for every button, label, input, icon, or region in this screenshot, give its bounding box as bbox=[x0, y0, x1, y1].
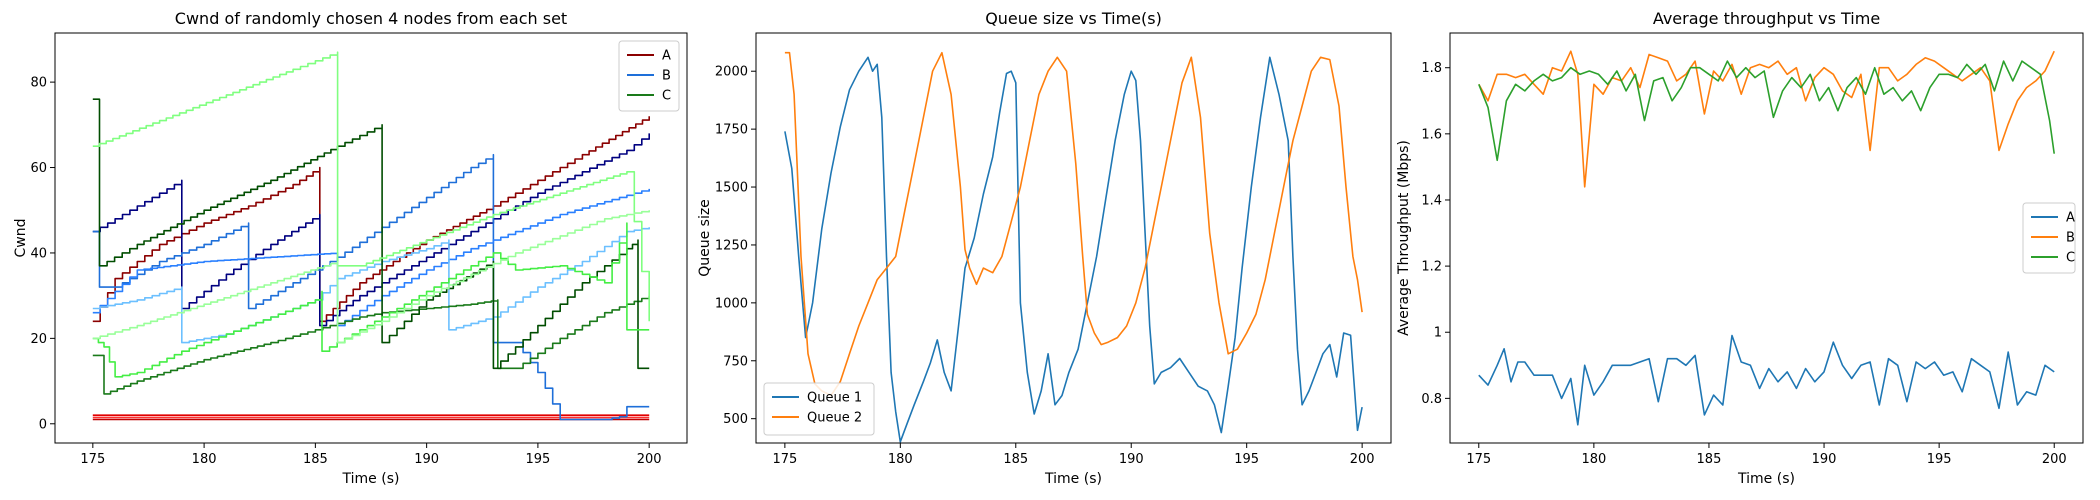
x-tick-label: 200 bbox=[637, 452, 662, 467]
legend-label: C bbox=[2066, 251, 2075, 266]
chart-title: Average throughput vs Time bbox=[1653, 9, 1880, 28]
legend: ABC bbox=[618, 40, 680, 112]
x-axis-label: Time (s) bbox=[1044, 471, 1102, 487]
x-tick-label: 195 bbox=[525, 452, 550, 467]
y-tick-label: 500 bbox=[723, 412, 748, 427]
series-line-c-11 bbox=[92, 51, 650, 322]
chart-panel-3: 175 180 185 190 195 200 0.8 1 1.2 1.4 1.6 1.8 Averag… bbox=[1396, 9, 2084, 487]
x-axis-label: Time (s) bbox=[1737, 471, 1795, 487]
series-line-b-5 bbox=[92, 133, 650, 327]
series-line-c-9 bbox=[92, 295, 650, 395]
series-line-queue-2 bbox=[784, 51, 1363, 397]
y-tick-label: 1250 bbox=[715, 238, 748, 253]
y-axis-label: Average Throughput (Mbps) bbox=[1396, 140, 1412, 336]
series-line-b bbox=[1478, 50, 2055, 188]
x-tick-label: 180 bbox=[192, 452, 217, 467]
legend-label: C bbox=[662, 89, 671, 104]
x-tick-label: 190 bbox=[1119, 452, 1144, 467]
series-group bbox=[1478, 50, 2055, 426]
series-group bbox=[92, 51, 650, 421]
x-axis-label: Time (s) bbox=[342, 471, 400, 487]
y-tick-label: 2000 bbox=[715, 65, 748, 80]
y-tick-label: 1000 bbox=[715, 296, 748, 311]
series-line-c-12 bbox=[92, 222, 650, 378]
chart-panel-1: 175 180 185 190 195 200 0 20 40 60 80 Cwnd of rando… bbox=[13, 9, 688, 487]
series-group bbox=[784, 51, 1363, 443]
y-tick-label: 750 bbox=[723, 354, 748, 369]
legend-label: B bbox=[2066, 231, 2075, 246]
x-tick-label: 185 bbox=[1697, 452, 1722, 467]
chart-panel-2: 175 180 185 190 195 200 500 750 1000 1250 1500 1750… bbox=[697, 9, 1392, 487]
x-tick-label: 195 bbox=[1234, 452, 1259, 467]
x-tick-label: 175 bbox=[80, 452, 105, 467]
x-tick-label: 185 bbox=[303, 452, 328, 467]
series-line-b-7 bbox=[92, 188, 650, 327]
series-line-c-10 bbox=[92, 98, 650, 370]
legend: Queue 1 Queue 2 bbox=[763, 382, 875, 436]
y-tick-label: 1.8 bbox=[1421, 61, 1442, 76]
legend-label: A bbox=[662, 49, 671, 64]
y-tick-label: 1.2 bbox=[1421, 260, 1442, 275]
y-tick-label: 40 bbox=[30, 246, 47, 261]
legend-label: Queue 2 bbox=[807, 411, 862, 426]
legend-label: B bbox=[662, 69, 671, 84]
plot-frame bbox=[755, 32, 1392, 444]
y-tick-label: 1750 bbox=[715, 123, 748, 138]
y-tick-label: 1 bbox=[1434, 326, 1442, 341]
x-tick-label: 200 bbox=[2042, 452, 2067, 467]
y-tick-label: 1.6 bbox=[1421, 127, 1442, 142]
legend-label: Queue 1 bbox=[807, 391, 862, 406]
plot-frame bbox=[54, 32, 688, 444]
series-line-queue-1 bbox=[784, 56, 1363, 443]
x-tick-label: 175 bbox=[772, 452, 797, 467]
plot-frame bbox=[1449, 32, 2084, 444]
y-tick-label: 0.8 bbox=[1421, 392, 1442, 407]
y-tick-label: 20 bbox=[30, 332, 47, 347]
x-tick-label: 180 bbox=[1581, 452, 1606, 467]
y-axis-label: Queue size bbox=[697, 199, 713, 277]
legend-label: A bbox=[2066, 211, 2075, 226]
x-tick-label: 180 bbox=[888, 452, 913, 467]
legend: ABC bbox=[2022, 202, 2076, 274]
x-tick-label: 200 bbox=[1350, 452, 1375, 467]
chart-title: Cwnd of randomly chosen 4 nodes from eac… bbox=[175, 9, 567, 28]
series-line-c bbox=[1478, 60, 2055, 162]
x-tick-label: 190 bbox=[1812, 452, 1837, 467]
y-axis-label: Cwnd bbox=[13, 219, 29, 258]
y-tick-label: 0 bbox=[39, 417, 47, 432]
x-tick-label: 185 bbox=[1003, 452, 1028, 467]
series-line-b-6 bbox=[92, 153, 650, 421]
series-line-a bbox=[1478, 334, 2055, 426]
x-tick-label: 190 bbox=[414, 452, 439, 467]
y-tick-label: 1500 bbox=[715, 181, 748, 196]
series-line-c-13 bbox=[92, 210, 650, 344]
series-line-b-8 bbox=[92, 227, 650, 344]
y-tick-label: 60 bbox=[30, 161, 47, 176]
x-tick-label: 175 bbox=[1466, 452, 1491, 467]
x-tick-label: 195 bbox=[1927, 452, 1952, 467]
chart-title: Queue size vs Time(s) bbox=[985, 9, 1162, 28]
series-line-a-1 bbox=[92, 116, 650, 323]
y-tick-label: 80 bbox=[30, 76, 47, 91]
y-tick-label: 1.4 bbox=[1421, 193, 1442, 208]
